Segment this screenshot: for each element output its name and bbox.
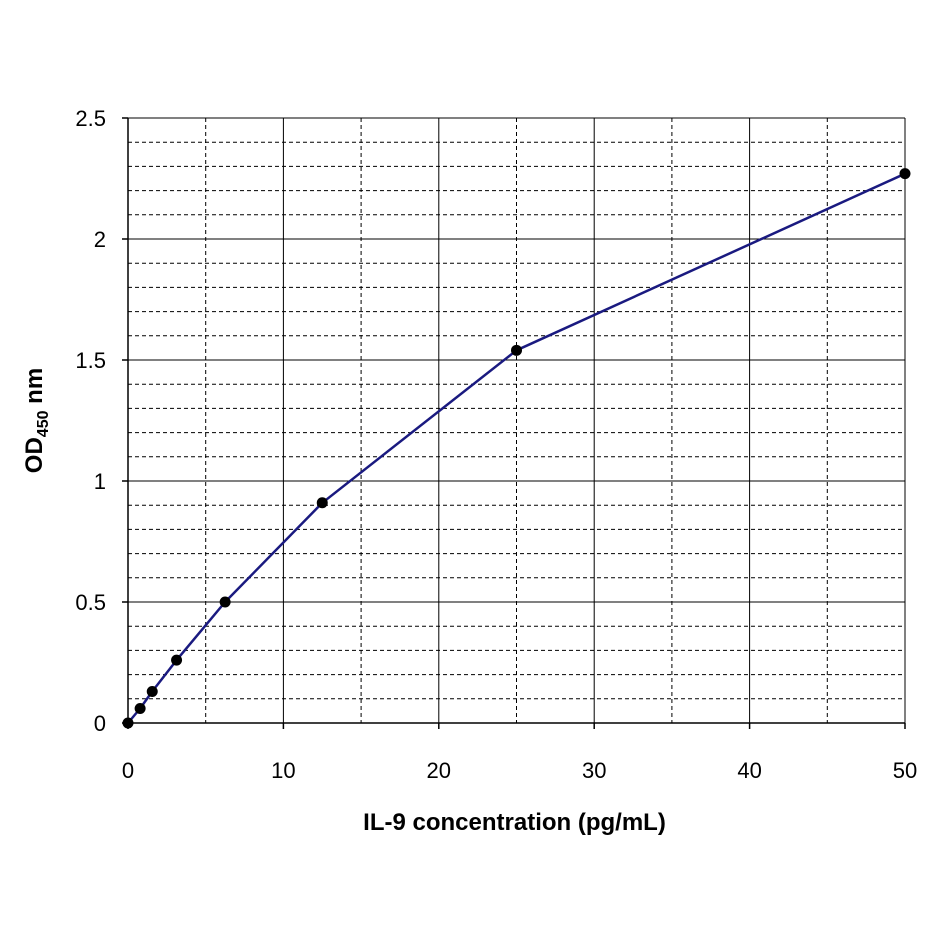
data-point: [511, 344, 522, 356]
data-point: [146, 686, 158, 698]
data-point: [134, 702, 146, 714]
y-tick-label: 0: [94, 711, 106, 736]
data-point: [219, 596, 231, 608]
y-tick-label: 1.5: [75, 348, 106, 373]
tick-labels: 0 0.5 1 1.5 2 2.5 0 10 20 30 40 50: [75, 106, 917, 783]
data-point: [899, 168, 911, 180]
x-tick-label: 20: [427, 758, 451, 783]
x-axis-title: IL-9 concentration (pg/mL): [363, 809, 666, 836]
y-axis-title-suffix: nm: [21, 368, 48, 411]
x-tick-label: 0: [122, 758, 134, 783]
data-point: [316, 497, 328, 509]
y-tick-label: 2: [94, 227, 106, 252]
grid: [128, 117, 906, 723]
series: [122, 168, 911, 729]
y-axis-title-main: OD: [21, 437, 48, 473]
data-point: [122, 717, 134, 729]
y-axis-title: OD450 nm: [21, 368, 52, 473]
x-tick-label: 50: [893, 758, 917, 783]
x-tick-label: 40: [737, 758, 761, 783]
data-point: [171, 654, 183, 666]
x-tick-label: 30: [582, 758, 606, 783]
y-axis-title-subscript: 450: [35, 410, 52, 437]
y-tick-label: 1: [94, 469, 106, 494]
y-tick-label: 2.5: [75, 106, 106, 131]
axes: [122, 117, 906, 729]
x-tick-label: 10: [271, 758, 295, 783]
y-tick-label: 0.5: [75, 590, 106, 615]
